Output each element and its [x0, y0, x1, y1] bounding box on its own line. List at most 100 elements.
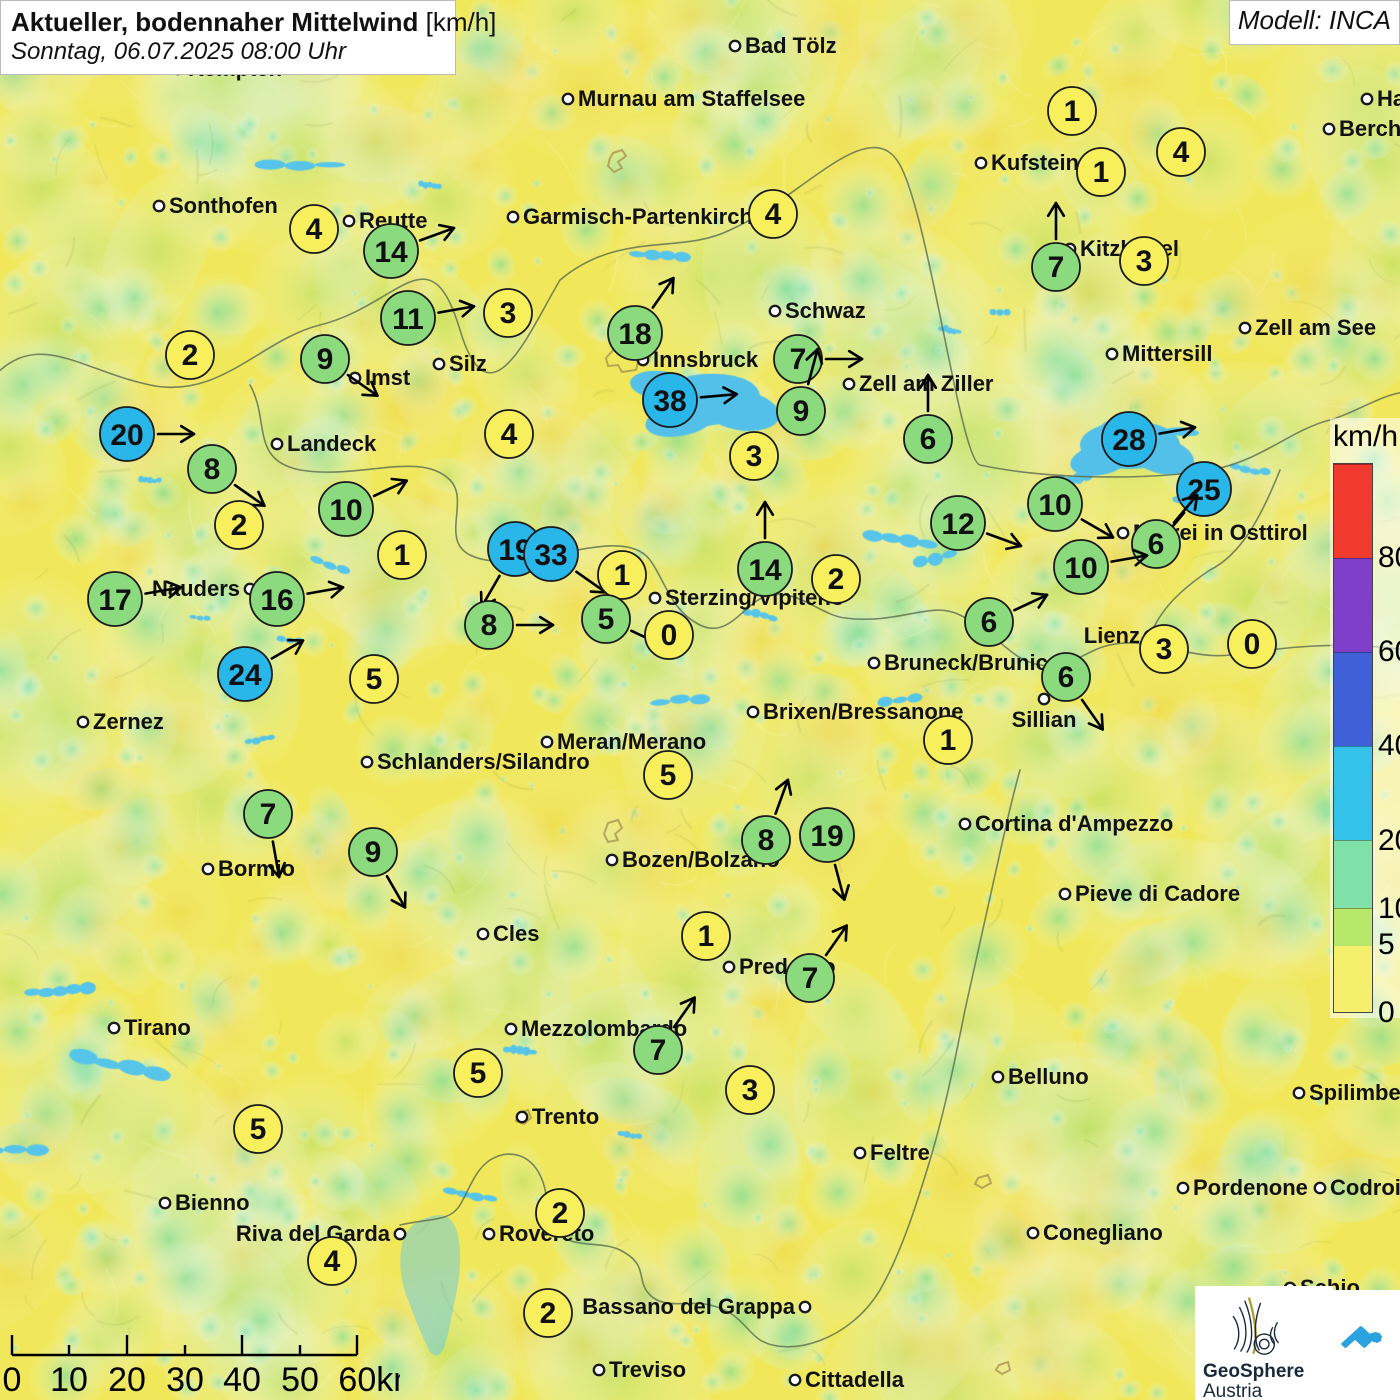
svg-text:Bruneck/Brunico: Bruneck/Brunico — [884, 650, 1061, 675]
svg-text:3: 3 — [1136, 245, 1153, 278]
svg-text:Cortina d'Ampezzo: Cortina d'Ampezzo — [975, 811, 1173, 836]
svg-text:Trento: Trento — [532, 1104, 599, 1129]
svg-text:Treviso: Treviso — [609, 1357, 686, 1382]
svg-text:Pordenone: Pordenone — [1193, 1175, 1308, 1200]
svg-text:Imst: Imst — [365, 365, 411, 390]
svg-text:Nauders: Nauders — [152, 576, 240, 601]
svg-text:Pieve di Cadore: Pieve di Cadore — [1075, 881, 1240, 906]
svg-text:17: 17 — [98, 584, 131, 617]
svg-text:6: 6 — [1058, 661, 1075, 694]
svg-text:7: 7 — [650, 1034, 667, 1067]
svg-text:7: 7 — [1048, 251, 1065, 284]
svg-text:Zernez: Zernez — [93, 709, 164, 734]
svg-text:8: 8 — [204, 453, 221, 486]
svg-text:2: 2 — [231, 509, 248, 542]
svg-text:5: 5 — [366, 663, 383, 696]
svg-text:Bienno: Bienno — [175, 1190, 250, 1215]
svg-text:7: 7 — [260, 798, 277, 831]
svg-text:Sillian: Sillian — [1012, 707, 1077, 732]
svg-text:1: 1 — [1093, 156, 1110, 189]
svg-text:12: 12 — [941, 508, 974, 541]
svg-text:3: 3 — [500, 297, 517, 330]
svg-text:1: 1 — [394, 539, 411, 572]
svg-text:Bassano del Grappa: Bassano del Grappa — [582, 1294, 796, 1319]
svg-text:7: 7 — [802, 962, 819, 995]
svg-text:4: 4 — [1173, 136, 1190, 169]
svg-text:5: 5 — [660, 759, 677, 792]
svg-text:19: 19 — [810, 820, 843, 853]
svg-text:Zell am Ziller: Zell am Ziller — [859, 371, 994, 396]
svg-text:Kufstein: Kufstein — [991, 150, 1079, 175]
svg-text:Innsbruck: Innsbruck — [653, 347, 759, 372]
svg-text:Mittersill: Mittersill — [1122, 341, 1212, 366]
svg-text:Lienz: Lienz — [1084, 623, 1140, 648]
svg-text:16: 16 — [260, 584, 293, 617]
svg-text:2: 2 — [182, 339, 199, 372]
svg-text:8: 8 — [758, 824, 775, 857]
svg-text:33: 33 — [534, 539, 567, 572]
svg-text:60km: 60km — [338, 1361, 400, 1393]
svg-text:Silz: Silz — [449, 351, 487, 376]
svg-text:Spilimbergo: Spilimbergo — [1309, 1080, 1400, 1105]
svg-text:2: 2 — [552, 1197, 569, 1230]
svg-text:1: 1 — [940, 724, 957, 757]
svg-text:10: 10 — [329, 494, 362, 527]
svg-text:30: 30 — [166, 1361, 204, 1393]
svg-text:Schwaz: Schwaz — [785, 298, 866, 323]
svg-text:3: 3 — [742, 1074, 759, 1107]
svg-text:Conegliano: Conegliano — [1043, 1220, 1163, 1245]
svg-text:0: 0 — [1244, 628, 1261, 661]
svg-text:14: 14 — [374, 236, 408, 269]
svg-text:10: 10 — [50, 1361, 88, 1393]
svg-text:Cles: Cles — [493, 921, 539, 946]
svg-text:6: 6 — [920, 423, 937, 456]
svg-text:28: 28 — [1112, 424, 1145, 457]
svg-text:Bad Tölz: Bad Tölz — [745, 33, 837, 58]
svg-text:5: 5 — [250, 1113, 267, 1146]
svg-text:Hallein: Hallein — [1377, 86, 1400, 111]
svg-text:Garmisch-Partenkirchen: Garmisch-Partenkirchen — [523, 204, 779, 229]
svg-text:Codroipo: Codroipo — [1330, 1175, 1400, 1200]
svg-text:Sonthofen: Sonthofen — [169, 193, 278, 218]
svg-text:Berchtesgaden: Berchtesgaden — [1339, 116, 1400, 141]
svg-text:Murnau am Staffelsee: Murnau am Staffelsee — [578, 86, 805, 111]
svg-text:3: 3 — [746, 440, 763, 473]
svg-text:8: 8 — [481, 609, 498, 642]
svg-text:7: 7 — [790, 343, 807, 376]
svg-text:1: 1 — [614, 559, 631, 592]
svg-text:6: 6 — [1148, 528, 1165, 561]
svg-text:18: 18 — [618, 318, 651, 351]
svg-text:40: 40 — [223, 1361, 261, 1393]
svg-text:4: 4 — [765, 198, 782, 231]
svg-text:5: 5 — [598, 603, 615, 636]
svg-text:50: 50 — [281, 1361, 319, 1393]
svg-text:0: 0 — [661, 619, 678, 652]
svg-text:20: 20 — [108, 1361, 146, 1393]
svg-text:9: 9 — [365, 836, 382, 869]
svg-text:4: 4 — [324, 1245, 341, 1278]
svg-text:1: 1 — [1064, 95, 1081, 128]
svg-text:4: 4 — [306, 213, 323, 246]
svg-text:20: 20 — [110, 419, 143, 452]
svg-text:9: 9 — [317, 343, 334, 376]
svg-text:10: 10 — [1064, 552, 1097, 585]
svg-text:4: 4 — [501, 418, 518, 451]
svg-text:Zell am See: Zell am See — [1255, 315, 1376, 340]
svg-text:2: 2 — [540, 1297, 557, 1330]
svg-text:11: 11 — [392, 303, 424, 336]
svg-text:Cittadella: Cittadella — [805, 1367, 905, 1392]
svg-text:14: 14 — [748, 554, 782, 587]
svg-text:5: 5 — [470, 1057, 487, 1090]
svg-text:3: 3 — [1156, 633, 1173, 666]
svg-text:Tirano: Tirano — [124, 1015, 191, 1040]
svg-text:0: 0 — [3, 1361, 22, 1393]
svg-text:24: 24 — [228, 659, 262, 692]
svg-text:1: 1 — [698, 920, 715, 953]
svg-text:Meran/Merano: Meran/Merano — [557, 729, 706, 754]
svg-text:10: 10 — [1038, 489, 1071, 522]
svg-text:Landeck: Landeck — [287, 431, 377, 456]
svg-text:6: 6 — [981, 606, 998, 639]
svg-text:Feltre: Feltre — [870, 1140, 930, 1165]
svg-text:Riva del Garda: Riva del Garda — [236, 1221, 391, 1246]
svg-text:2: 2 — [828, 563, 845, 596]
